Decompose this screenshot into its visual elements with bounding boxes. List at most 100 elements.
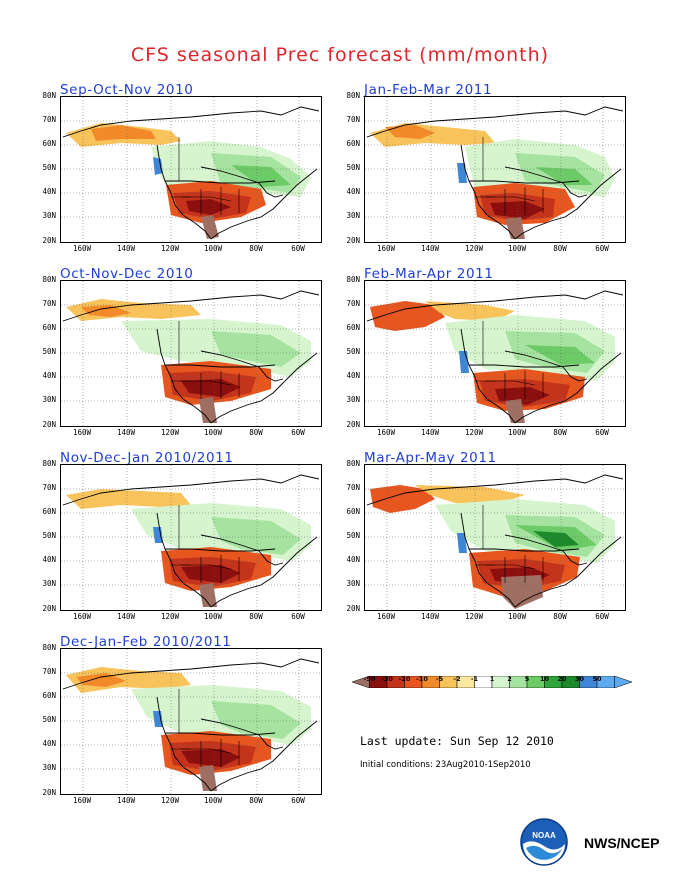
lon-tick-label: 80W bbox=[249, 428, 263, 437]
precip-anomaly-region bbox=[231, 165, 291, 187]
precip-anomaly-region bbox=[199, 765, 217, 791]
lon-tick-label: 60W bbox=[595, 244, 609, 253]
coastline bbox=[469, 548, 580, 552]
lon-tick-label: 140W bbox=[420, 244, 440, 253]
lat-tick-label: 80N bbox=[346, 459, 360, 468]
lat-tick-label: 70N bbox=[42, 667, 56, 676]
lat-tick-label: 60N bbox=[42, 139, 56, 148]
lat-tick-label: 60N bbox=[346, 507, 360, 516]
lon-tick-label: 60W bbox=[291, 428, 305, 437]
panel-title: Feb-Mar-Apr 2011 bbox=[364, 266, 494, 282]
coastline bbox=[62, 474, 320, 506]
precip-anomaly-region bbox=[66, 667, 191, 693]
lon-tick-label: 140W bbox=[420, 612, 440, 621]
precip-anomaly-region bbox=[533, 531, 579, 547]
coastline bbox=[165, 732, 276, 736]
lon-tick-label: 80W bbox=[249, 796, 263, 805]
precip-anomaly-region bbox=[501, 575, 543, 609]
lon-tick-label: 160W bbox=[72, 796, 92, 805]
coastline bbox=[165, 548, 276, 552]
precip-anomaly-region bbox=[153, 157, 163, 175]
organization-label: NWS/NCEP bbox=[584, 835, 660, 851]
legend-label: 20 bbox=[557, 675, 567, 683]
lon-tick-label: 80W bbox=[553, 612, 567, 621]
lat-tick-label: 80N bbox=[42, 275, 56, 284]
panel-title: Oct-Nov-Dec 2010 bbox=[60, 266, 194, 282]
coastline bbox=[156, 328, 212, 424]
precip-anomaly-region bbox=[211, 517, 301, 555]
lon-tick-label: 140W bbox=[116, 612, 136, 621]
lon-tick-label: 60W bbox=[291, 612, 305, 621]
forecast-panel-jfm: Jan-Feb-Mar 2011 80N 70N 60N 50N 40N 30N 20N 16… bbox=[346, 82, 654, 262]
precip-anomaly-region bbox=[153, 527, 163, 543]
coastline bbox=[460, 328, 516, 424]
coastline bbox=[210, 536, 318, 608]
lat-tick-label: 70N bbox=[346, 483, 360, 492]
lon-tick-label: 160W bbox=[72, 612, 92, 621]
precip-anomaly-region bbox=[505, 217, 525, 239]
coastline bbox=[562, 366, 588, 382]
forecast-map bbox=[364, 96, 626, 243]
coastline bbox=[258, 734, 284, 750]
lat-tick-label: 20N bbox=[42, 236, 56, 245]
lon-tick-label: 160W bbox=[72, 428, 92, 437]
legend-label: 10 bbox=[539, 675, 550, 683]
coastline bbox=[514, 168, 622, 240]
lat-tick-label: 60N bbox=[42, 691, 56, 700]
lon-tick-label: 140W bbox=[116, 796, 136, 805]
lon-tick-label: 160W bbox=[72, 244, 92, 253]
precip-anomaly-region bbox=[91, 125, 156, 141]
lon-tick-label: 160W bbox=[376, 428, 396, 437]
precip-anomaly-region bbox=[535, 167, 593, 185]
forecast-panel-son: Sep-Oct-Nov 2010 80N 70N 60N 50N 40N 30N 20N 16… bbox=[42, 82, 350, 262]
lat-tick-label: 60N bbox=[42, 507, 56, 516]
precip-anomaly-region bbox=[181, 379, 241, 397]
lon-tick-label: 140W bbox=[116, 244, 136, 253]
coastline bbox=[258, 182, 284, 198]
lat-tick-label: 70N bbox=[346, 115, 360, 124]
coastline bbox=[469, 180, 580, 184]
lon-tick-label: 120W bbox=[160, 612, 180, 621]
legend-label: 1 bbox=[489, 675, 495, 683]
coastline bbox=[460, 144, 516, 240]
coastline bbox=[258, 550, 284, 566]
lat-tick-label: 70N bbox=[42, 115, 56, 124]
coastline bbox=[200, 350, 260, 368]
precip-anomaly-region bbox=[76, 673, 126, 687]
precip-anomaly-region bbox=[490, 201, 545, 219]
lat-tick-label: 30N bbox=[346, 395, 360, 404]
precip-anomaly-region bbox=[370, 485, 435, 513]
legend-colorbar bbox=[352, 676, 632, 688]
coastline bbox=[62, 106, 320, 138]
lat-tick-label: 20N bbox=[42, 604, 56, 613]
coastline bbox=[156, 144, 212, 240]
coastline bbox=[210, 168, 318, 240]
coastline bbox=[460, 512, 516, 608]
coastline bbox=[366, 290, 624, 322]
lon-tick-label: 100W bbox=[203, 796, 223, 805]
lon-tick-label: 160W bbox=[376, 612, 396, 621]
lat-tick-label: 60N bbox=[42, 323, 56, 332]
coastline bbox=[366, 106, 624, 138]
forecast-map bbox=[60, 280, 322, 427]
forecast-map bbox=[364, 464, 626, 611]
lat-tick-label: 20N bbox=[42, 420, 56, 429]
coastline bbox=[210, 352, 318, 424]
lon-tick-label: 120W bbox=[464, 612, 484, 621]
lon-tick-label: 100W bbox=[507, 612, 527, 621]
precip-anomaly-region bbox=[199, 583, 217, 607]
lat-tick-label: 50N bbox=[346, 163, 360, 172]
precip-anomaly-region bbox=[181, 565, 241, 583]
lon-tick-label: 80W bbox=[249, 244, 263, 253]
panel-title: Jan-Feb-Mar 2011 bbox=[364, 82, 493, 98]
lat-tick-label: 70N bbox=[42, 299, 56, 308]
lat-tick-label: 30N bbox=[42, 579, 56, 588]
lat-tick-label: 60N bbox=[346, 323, 360, 332]
lat-tick-label: 60N bbox=[346, 139, 360, 148]
lat-tick-label: 50N bbox=[346, 531, 360, 540]
legend-arrow-right bbox=[614, 676, 632, 688]
lat-tick-label: 40N bbox=[42, 371, 56, 380]
forecast-map bbox=[60, 648, 322, 795]
coastline bbox=[514, 352, 622, 424]
color-legend: -50 -30 -20 -10 -5 -2 -1 1 2 5 10 20 30 50 bbox=[352, 675, 632, 698]
